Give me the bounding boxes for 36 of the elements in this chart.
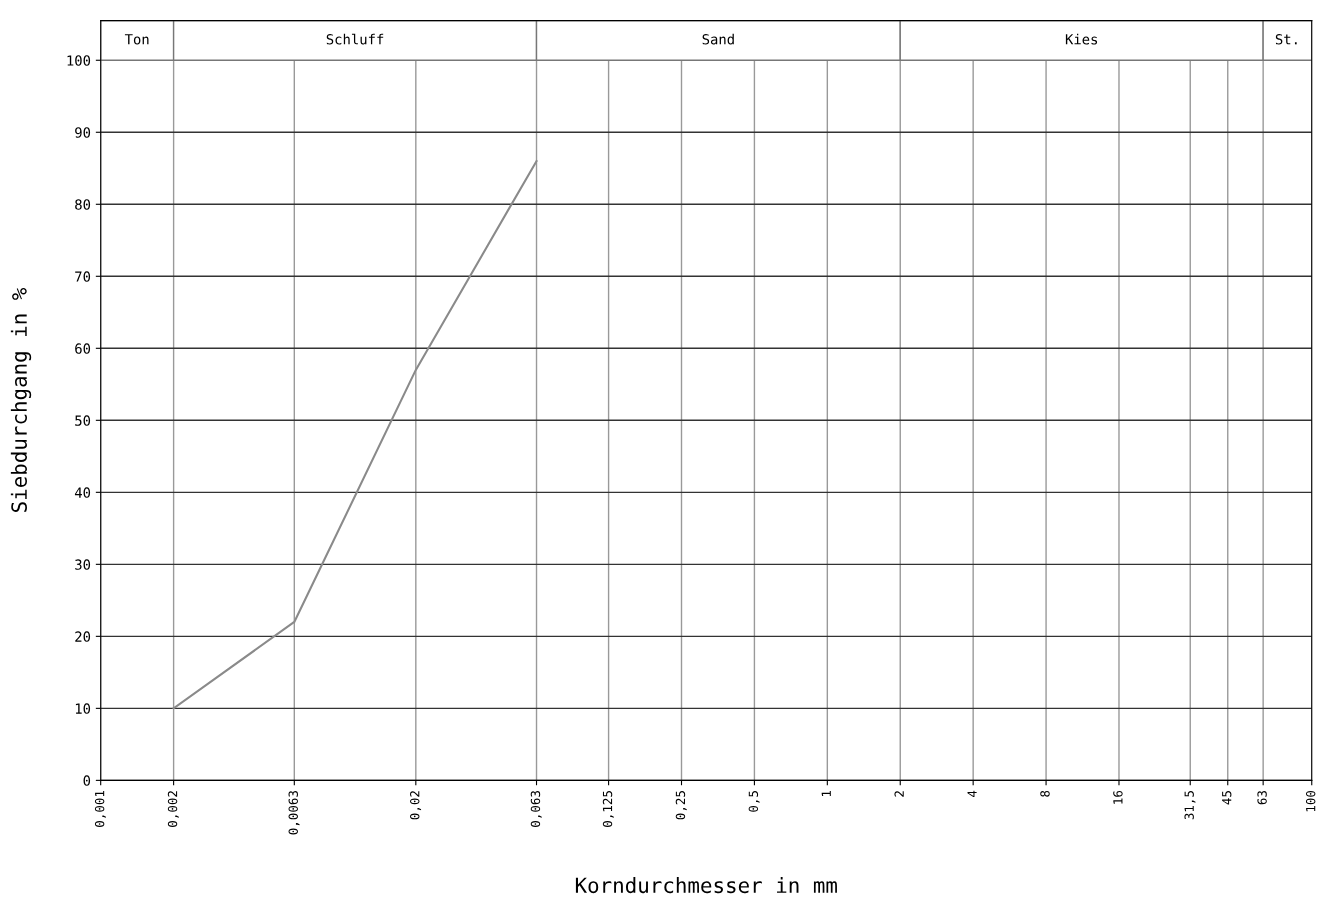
band-label: Kies xyxy=(1065,33,1098,45)
x-tick-label: 0,25 xyxy=(675,791,687,820)
x-axis-title: Korndurchmesser in mm xyxy=(575,877,837,894)
y-tick-label: 90 xyxy=(75,127,91,138)
band-label: Sand xyxy=(702,33,734,45)
y-tick-label: 10 xyxy=(75,703,91,714)
x-tick-label: 2 xyxy=(894,791,904,797)
x-tick-label: 16 xyxy=(1113,790,1123,804)
y-tick-label: 50 xyxy=(75,415,91,426)
x-tick-label: 45 xyxy=(1222,791,1232,805)
x-tick-label: 0,063 xyxy=(530,791,542,827)
band-label: Schluff xyxy=(326,33,384,45)
x-tick-label: 0,5 xyxy=(748,791,760,812)
x-tick-label: 0,02 xyxy=(410,791,422,820)
x-tick-label: 0,125 xyxy=(602,791,614,827)
x-tick-label: 100 xyxy=(1305,790,1316,812)
x-tick-label: 8 xyxy=(1040,790,1050,797)
y-tick-label: 100 xyxy=(67,55,91,66)
y-tick-label: 30 xyxy=(75,559,91,570)
line-series xyxy=(172,160,538,710)
x-tick-label: 63 xyxy=(1257,791,1267,805)
y-tick-label: 20 xyxy=(75,631,91,642)
x-tick-label: 4 xyxy=(967,790,977,797)
x-tick-label: 1 xyxy=(821,790,831,797)
y-tick-label: 0 xyxy=(83,775,91,786)
x-tick-label: 31,5 xyxy=(1184,791,1196,820)
y-tick-label: 80 xyxy=(75,199,91,210)
x-tick-label: 0,001 xyxy=(94,790,106,827)
y-axis-title: Siebdurchgang in % xyxy=(10,287,32,512)
x-tick-label: 0,0063 xyxy=(288,791,300,835)
band-label: St. xyxy=(1275,34,1297,45)
x-tick-label: 0,002 xyxy=(167,791,179,827)
y-tick-label: 60 xyxy=(75,343,91,354)
y-tick-label: 70 xyxy=(75,271,91,282)
y-tick-label: 40 xyxy=(74,487,91,498)
band-label: Ton xyxy=(124,34,149,45)
